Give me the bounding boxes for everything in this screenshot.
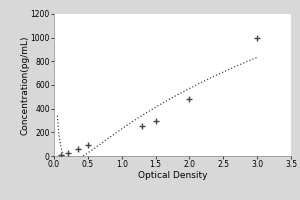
- Y-axis label: Concentration(pg/mL): Concentration(pg/mL): [20, 35, 29, 135]
- X-axis label: Optical Density: Optical Density: [138, 171, 207, 180]
